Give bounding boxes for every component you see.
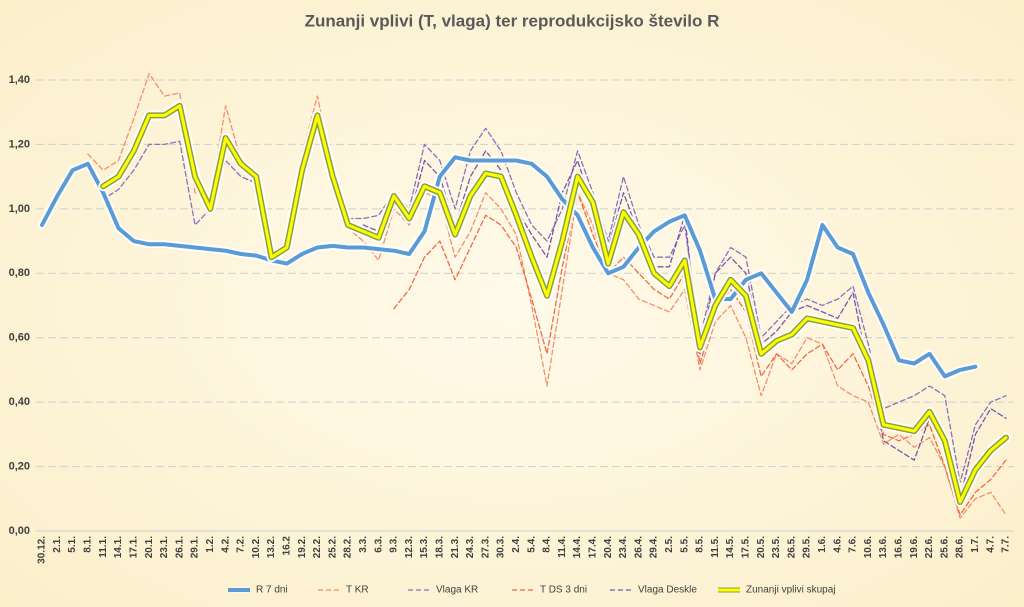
x-tick-label: 8.5.	[695, 536, 706, 553]
y-tick-label: 0,80	[9, 267, 30, 279]
legend-label: T DS 3 dni	[540, 585, 587, 596]
x-tick-label: 23.1.	[159, 536, 170, 558]
x-tick-label: 10.6.	[863, 536, 874, 558]
y-tick-label: 0,20	[9, 460, 30, 472]
x-tick-label: 2.5.	[664, 536, 675, 553]
series-line	[393, 192, 1007, 516]
x-tick-label: 18.3.	[434, 536, 445, 558]
x-tick-label: 22.6.	[924, 536, 935, 558]
x-tick-label: 1.7.	[970, 536, 981, 553]
series-line	[40, 155, 978, 379]
x-tick-label: 26.1.	[174, 536, 185, 558]
x-tick-label: 15.3.	[419, 536, 430, 558]
x-tick-label: 29.4.	[649, 536, 660, 558]
lines	[38, 72, 1011, 519]
x-tick-label: 7.2.	[236, 536, 247, 553]
series-line	[101, 104, 1008, 504]
x-tick-label: 14.5.	[725, 536, 736, 558]
y-tick-label: 1,00	[9, 203, 30, 215]
x-tick-label: 20.1.	[144, 536, 155, 558]
x-tick-label: 13.6.	[878, 536, 889, 558]
x-tick-label: 17.1.	[128, 536, 139, 558]
x-tick-label: 5.1.	[67, 536, 78, 553]
legend-label: Vlaga KR	[436, 585, 478, 596]
x-tick-label: 4.6.	[832, 536, 843, 553]
x-tick-label: 28.2.	[343, 536, 354, 558]
x-tick-label: 5.5.	[679, 536, 690, 553]
x-tick-label: 4.2.	[220, 536, 231, 553]
x-tick-label: 1.2.	[205, 536, 216, 553]
x-tick-label: 26.5.	[786, 536, 797, 558]
x-tick-label: 29.1.	[190, 536, 201, 558]
x-tick-label: 16.6.	[894, 536, 905, 558]
x-tick-label: 4.7.	[985, 536, 996, 553]
legend: R 7 dni T KR Vlaga KR T DS 3 dni Vlaga Deskl…	[228, 585, 836, 596]
chart-title: Zunanji vplivi (T, vlaga) ter reprodukci…	[305, 11, 720, 30]
grid	[36, 79, 1014, 532]
x-tick-label: 16.2	[281, 536, 292, 556]
x-tick-label: 11.1.	[98, 536, 109, 558]
y-tick-label: 0,00	[9, 525, 30, 537]
legend-label: R 7 dni	[256, 585, 288, 596]
y-tick-label: 0,60	[9, 332, 30, 344]
x-tick-label: 19.2.	[297, 536, 308, 558]
x-tick-label: 11.5.	[710, 536, 721, 558]
x-tick-label: 30.3.	[496, 536, 507, 558]
x-tick-label: 7.6.	[848, 536, 859, 553]
x-tick-label: 2.1.	[52, 536, 63, 553]
x-tick-label: 26.4.	[633, 536, 644, 558]
x-tick-label: 9.3.	[389, 536, 400, 553]
x-tick-label: 14.4.	[572, 536, 583, 558]
axis: 0,00 0,20 0,40 0,60 0,80 1,00 1,20 1,40 30.12. 2.…	[9, 74, 1012, 564]
y-tick-label: 1,40	[9, 74, 30, 86]
x-tick-label: 10.2.	[251, 536, 262, 558]
x-tick-label: 17.4.	[587, 536, 598, 558]
x-tick-label: 25.6.	[939, 536, 950, 558]
x-tick-label: 19.6.	[909, 536, 920, 558]
x-tick-label: 21.3.	[450, 536, 461, 558]
x-tick-label: 3.3.	[358, 536, 369, 553]
x-tick-label: 11.4.	[557, 536, 568, 558]
x-tick-label: 17.5.	[741, 536, 752, 558]
x-tick-label: 13.2.	[266, 536, 277, 558]
y-tick-label: 0,40	[9, 396, 30, 408]
legend-label: Vlaga Deskle	[638, 585, 697, 596]
x-tick-label: 20.5.	[756, 536, 767, 558]
x-tick-label: 22.2.	[312, 536, 323, 558]
x-tick-label: 23.4.	[618, 536, 629, 558]
x-tick-label: 7.7.	[1001, 536, 1012, 553]
x-tick-label: 23.5.	[771, 536, 782, 558]
x-tick-label: 27.3.	[480, 536, 491, 558]
x-tick-label: 14.1.	[113, 536, 124, 558]
y-tick-label: 1,20	[9, 138, 30, 150]
x-tick-label: 24.3.	[465, 536, 476, 558]
x-tick-label: 30.12.	[37, 536, 48, 564]
x-tick-label: 8.4.	[542, 536, 553, 553]
series-line	[87, 121, 1007, 484]
x-tick-label: 28.6.	[955, 536, 966, 558]
x-tick-label: 29.5.	[802, 536, 813, 558]
legend-label: T KR	[346, 585, 369, 596]
x-tick-label: 20.4.	[603, 536, 614, 558]
x-tick-label: 25.2.	[327, 536, 338, 558]
x-tick-label: 8.1.	[83, 536, 94, 553]
x-tick-label: 1.6.	[817, 536, 828, 553]
x-tick-label: 2.4.	[511, 536, 522, 553]
x-tick-label: 12.3.	[404, 536, 415, 558]
x-tick-label: 5.4.	[526, 536, 537, 553]
x-tick-label: 6.3.	[373, 536, 384, 553]
legend-label: Zunanji vplivi skupaj	[746, 585, 836, 596]
